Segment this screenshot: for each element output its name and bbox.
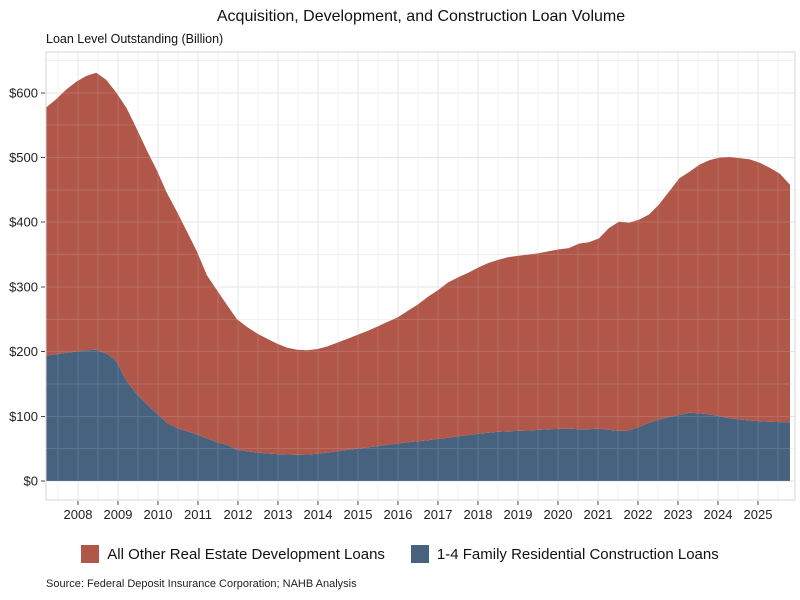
y-tick-label: $200 <box>9 344 38 359</box>
x-tick-label: 2009 <box>104 507 133 522</box>
area-all-other-real-estate-development-loans <box>46 72 790 455</box>
source-note: Source: Federal Deposit Insurance Corpor… <box>46 578 357 590</box>
plot-panel-border <box>45 51 796 501</box>
y-axis: $0 $100 $200 $300 $400 $500 $600 <box>9 85 45 489</box>
x-tick-label: 2008 <box>64 507 93 522</box>
legend-label-other-loans: All Other Real Estate Development Loans <box>107 545 385 563</box>
legend-label-1-4-family: 1-4 Family Residential Construction Loan… <box>436 545 719 563</box>
x-tick-label: 2016 <box>384 507 413 522</box>
x-tick-label: 2019 <box>504 507 533 522</box>
x-tick-label: 2022 <box>624 507 653 522</box>
x-axis: 2008 2009 2010 2011 2012 2013 2014 2015 2016 2017… <box>64 501 773 522</box>
y-tick-label: $0 <box>24 474 38 489</box>
y-tick-label: $100 <box>9 409 38 424</box>
x-tick-label: 2018 <box>464 507 493 522</box>
gridlines <box>46 52 795 500</box>
y-tick-label: $400 <box>9 215 38 230</box>
x-tick-label: 2020 <box>544 507 573 522</box>
y-tick-label: $300 <box>9 279 38 294</box>
x-tick-label: 2025 <box>744 507 773 522</box>
legend-item-1-4-family: 1-4 Family Residential Construction Loan… <box>410 545 719 563</box>
legend-swatch-1-4-family <box>410 545 429 563</box>
y-tick-label: $500 <box>9 150 38 165</box>
page-title: Acquisition, Development, and Constructi… <box>216 8 626 25</box>
chart-subtitle: Loan Level Outstanding (Billion) <box>46 32 224 46</box>
legend: All Other Real Estate Development Loans … <box>0 545 800 563</box>
x-tick-label: 2015 <box>344 507 373 522</box>
x-tick-label: 2024 <box>704 507 733 522</box>
x-tick-label: 2011 <box>184 507 212 522</box>
area-1-4-family-residential-construction-loans <box>46 349 790 481</box>
x-tick-label: 2010 <box>144 507 173 522</box>
x-tick-label: 2013 <box>264 507 293 522</box>
x-tick-label: 2023 <box>664 507 693 522</box>
y-tick-label: $600 <box>9 85 38 100</box>
legend-swatch-other-loans <box>81 545 100 563</box>
legend-item-other-loans: All Other Real Estate Development Loans <box>81 545 385 563</box>
x-tick-label: 2012 <box>224 507 253 522</box>
x-tick-label: 2021 <box>584 507 613 522</box>
x-tick-label: 2014 <box>304 507 333 522</box>
x-tick-label: 2017 <box>424 507 453 522</box>
